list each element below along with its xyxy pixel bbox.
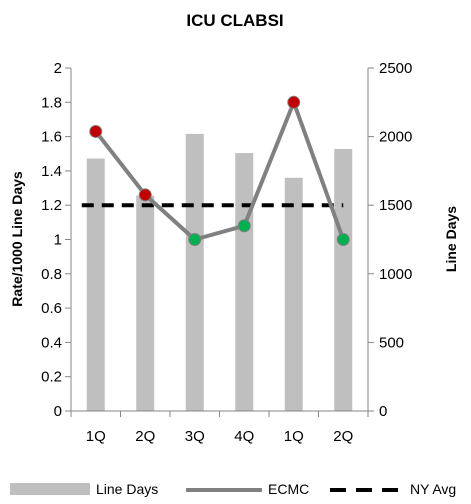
y2-axis-title: Line Days <box>443 206 459 272</box>
x-tick-label: 4Q <box>234 428 254 445</box>
y2-tick-label: 0 <box>379 403 387 420</box>
ecmc-point <box>138 188 152 202</box>
y-tick-label: 1.6 <box>41 129 62 146</box>
legend-label-line-days: Line Days <box>96 481 158 497</box>
legend-label-ecmc: ECMC <box>268 481 309 497</box>
y-tick-label: 2 <box>54 60 62 77</box>
bar-line-days <box>185 133 204 411</box>
ecmc-point <box>336 233 350 246</box>
bar-line-days <box>235 153 254 411</box>
series-line-ecmc <box>94 100 346 242</box>
y-tick-label: 0.6 <box>41 300 62 317</box>
x-tick-label: 1Q <box>86 428 106 445</box>
y-tick-label: 1 <box>54 232 62 249</box>
y2-tick-label: 1000 <box>379 266 412 283</box>
y-tick-label: 0 <box>54 403 62 420</box>
y-tick-label: 0.2 <box>41 369 62 386</box>
x-tick-label: 2Q <box>333 428 353 445</box>
chart-title: ICU CLABSI <box>186 11 283 30</box>
legend-label-ny-avg: NY Avg <box>410 481 456 497</box>
x-tick-label: 3Q <box>185 428 205 445</box>
y2-tick-label: 2000 <box>379 129 412 146</box>
bar-line-days <box>86 158 105 411</box>
ecmc-point <box>89 124 103 138</box>
ecmc-point <box>237 219 251 233</box>
bar-line-days <box>284 177 303 411</box>
y2-tick-label: 500 <box>379 334 404 351</box>
y-tick-label: 1.8 <box>41 94 62 111</box>
y2-tick-label: 1500 <box>379 197 412 214</box>
x-tick-label: 1Q <box>284 428 304 445</box>
ecmc-point <box>188 233 202 246</box>
legend-swatch-line-days <box>10 483 90 495</box>
y-axis-title: Rate/1000 Line Days <box>9 171 25 307</box>
bar-line-days <box>136 195 155 411</box>
y-tick-label: 0.8 <box>41 266 62 283</box>
bar-line-days <box>334 148 353 411</box>
legend: Line Days ECMC NY Avg <box>10 481 456 497</box>
y2-tick-label: 2500 <box>379 60 412 77</box>
y-tick-label: 1.4 <box>41 163 62 180</box>
x-tick-label: 2Q <box>135 428 155 445</box>
y-tick-label: 1.2 <box>41 197 62 214</box>
ecmc-point <box>287 95 301 109</box>
y-tick-label: 0.4 <box>41 334 62 351</box>
